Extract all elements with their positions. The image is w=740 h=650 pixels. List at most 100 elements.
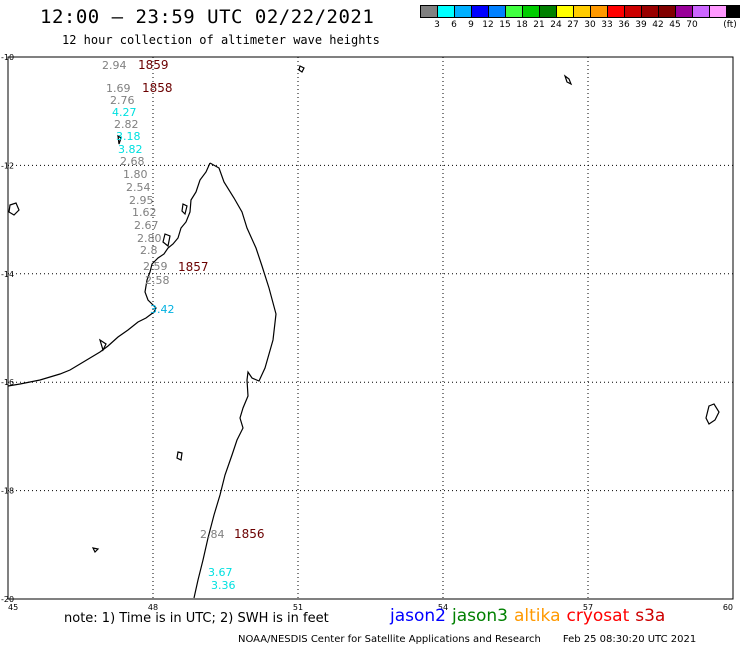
x-tick-label: 54 — [438, 603, 448, 612]
satellite-s3a: s3a — [635, 606, 666, 626]
swh-value: 2.8 — [140, 244, 158, 257]
footer-credit: NOAA/NESDIS Center for Satellite Applica… — [238, 634, 718, 645]
satellite-cryosat: cryosat — [566, 606, 630, 626]
swh-value: 2.68 — [120, 155, 145, 168]
pass-time-label: 1856 — [234, 527, 265, 541]
legend-label: 36 — [618, 20, 630, 30]
island-south-2 — [91, 547, 100, 554]
x-tick-label: 57 — [583, 603, 593, 612]
swh-value: 2.67 — [134, 219, 159, 232]
legend-swatch — [454, 5, 471, 18]
swh-value: 2.76 — [110, 94, 135, 107]
legend-swatch — [522, 5, 539, 18]
island-south-1 — [176, 451, 183, 461]
swh-value: 2.84 — [200, 528, 225, 541]
legend-label: 33 — [601, 20, 613, 30]
swh-value: 4.27 — [112, 106, 137, 119]
legend-swatch — [658, 5, 675, 18]
legend-swatches — [420, 5, 740, 18]
legend-swatch — [556, 5, 573, 18]
swh-value: 2.80 — [137, 232, 162, 245]
legend-label: 42 — [652, 20, 664, 30]
pass-time-label: 1858 — [142, 81, 173, 95]
map-frame — [7, 56, 734, 600]
legend-label: 39 — [635, 20, 647, 30]
y-tick-label: -16 — [1, 378, 14, 387]
coastline-west — [7, 311, 155, 387]
y-tick-label: -12 — [1, 161, 14, 170]
swh-value: 3.36 — [211, 579, 236, 592]
legend-label: 21 — [533, 20, 545, 30]
y-tick-label: -18 — [1, 487, 14, 496]
y-tick-label: -10 — [1, 53, 14, 62]
island-west-coast — [98, 338, 107, 352]
y-tick-label: -14 — [1, 270, 14, 279]
legend-swatch — [675, 5, 692, 18]
legend-label: 24 — [550, 20, 562, 30]
swh-value: 2.59 — [143, 260, 168, 273]
legend-swatch — [692, 5, 709, 18]
island-nw — [563, 74, 573, 86]
island-tiny-top — [298, 65, 305, 73]
satellite-jason3: jason3 — [452, 606, 508, 626]
legend-label: 70 — [686, 20, 698, 30]
swh-value: 3.42 — [150, 303, 175, 316]
legend-swatch — [488, 5, 505, 18]
x-tick-label: 48 — [148, 603, 158, 612]
pass-time-label: 1857 — [178, 260, 209, 274]
legend-label: 18 — [516, 20, 528, 30]
legend-swatch — [539, 5, 556, 18]
satellite-altika: altika — [514, 606, 561, 626]
map-title: 12:00 – 23:59 UTC 02/22/2021 — [40, 6, 375, 28]
legend-label: 45 — [669, 20, 681, 30]
swh-value: 3.18 — [116, 130, 141, 143]
legend-swatch — [437, 5, 454, 18]
swh-value: 3.82 — [118, 143, 143, 156]
legend-swatch — [590, 5, 607, 18]
legend-labels: 3 6 9 12 15 18 21 24 27 30 33 36 39 42 45 70 (ft) — [420, 18, 740, 30]
legend-swatch — [709, 5, 726, 18]
x-tick-label: 45 — [8, 603, 18, 612]
pass-time-labels: 1859 1858 1857 1856 — [138, 58, 265, 541]
satellite-jason2: jason2 — [390, 606, 446, 626]
map-subtitle: 12 hour collection of altimeter wave hei… — [62, 33, 380, 47]
axis-ticks: 45 48 51 54 57 60 -10 -12 -14 -16 -18 -20 — [1, 53, 733, 612]
legend-swatch — [726, 5, 740, 18]
island-small-3 — [117, 134, 122, 145]
island-reunion — [705, 403, 720, 425]
island-small-2 — [162, 233, 171, 248]
legend-swatch — [573, 5, 590, 18]
x-tick-label: 51 — [293, 603, 303, 612]
legend-label: (ft) — [723, 20, 737, 30]
island-small-1 — [181, 203, 188, 216]
legend-label: 6 — [451, 20, 457, 30]
legend-label: 9 — [468, 20, 474, 30]
pass-time-label: 1859 — [138, 58, 169, 72]
legend-swatch — [607, 5, 624, 18]
legend-swatch — [420, 5, 437, 18]
coastline-main — [193, 162, 277, 599]
swh-value: 1.69 — [106, 82, 131, 95]
lat-lon-grid — [8, 57, 733, 599]
legend-swatch — [624, 5, 641, 18]
legend-label: 30 — [584, 20, 596, 30]
swh-value: 2.54 — [126, 181, 151, 194]
coastline-north — [144, 162, 211, 313]
wave-height-values: 2.94 1.69 2.76 4.27 2.82 3.18 3.82 2.68 … — [102, 59, 236, 592]
swh-value: 1.80 — [123, 168, 148, 181]
legend-label: 12 — [482, 20, 494, 30]
agency-credit: NOAA/NESDIS Center for Satellite Applica… — [238, 634, 541, 645]
color-legend: 3 6 9 12 15 18 21 24 27 30 33 36 39 42 45 70 (ft) — [420, 5, 740, 30]
swh-value: 2.95 — [129, 194, 154, 207]
island-nosy — [8, 202, 20, 216]
legend-swatch — [641, 5, 658, 18]
satellite-legend: jason2 jason3 altika cryosat s3a — [390, 606, 671, 626]
x-tick-label: 60 — [723, 603, 733, 612]
swh-value: 2.94 — [102, 59, 127, 72]
y-tick-label: -20 — [1, 595, 14, 604]
legend-swatch — [505, 5, 522, 18]
generated-timestamp: Feb 25 08:30:20 UTC 2021 — [562, 634, 697, 645]
legend-label: 27 — [567, 20, 579, 30]
swh-value: 2.58 — [145, 274, 170, 287]
